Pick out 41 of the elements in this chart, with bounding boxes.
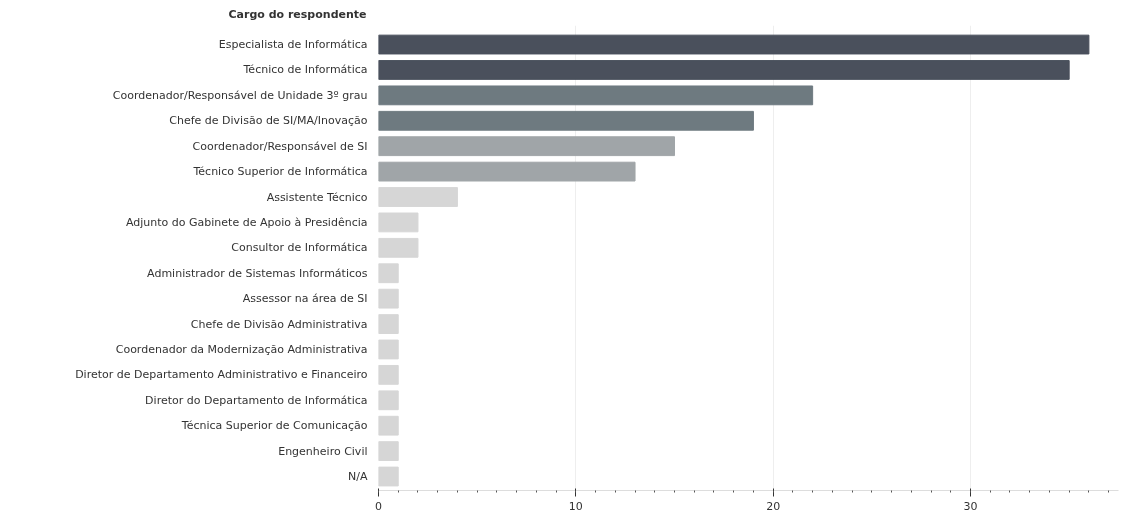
y-tick-label: Técnico de Informática (242, 63, 368, 77)
y-tick-label: Engenheiro Civil (278, 444, 368, 458)
bar (378, 34, 1090, 55)
y-tick-label: Técnico Superior de Informática (192, 165, 368, 179)
y-tick-label: Adjunto do Gabinete de Apoio à Presidência (125, 215, 368, 229)
x-tick-label: 20 (766, 499, 781, 513)
y-tick-label: Chefe de Divisão de SI/MA/Inovação (169, 114, 368, 128)
y-tick-label: Diretor do Departamento de Informática (145, 393, 368, 407)
bar (378, 187, 458, 207)
bar (378, 263, 399, 284)
y-axis-title: Cargo do respondente (228, 7, 367, 21)
x-tick-label: 0 (375, 499, 382, 513)
y-tick-label: Coordenador/Responsável de SI (192, 139, 368, 153)
bar (378, 390, 399, 411)
bar (378, 136, 675, 157)
bar (378, 110, 754, 131)
bar (378, 466, 399, 487)
y-tick-label: Diretor de Departamento Administrativo e Financeiro (75, 368, 368, 382)
bar (378, 60, 1070, 80)
bar (378, 441, 399, 462)
bar (378, 161, 636, 182)
y-tick-label: Especialista de Informática (218, 38, 368, 52)
y-tick-label: Coordenador/Responsável de Unidade 3º grau (112, 88, 368, 102)
x-tick-label: 30 (963, 499, 978, 513)
y-tick-label: Chefe de Divisão Administrativa (190, 317, 368, 331)
y-tick-label: Coordenador da Modernização Administrativa (115, 342, 368, 356)
x-tick-label: 10 (568, 499, 583, 513)
y-tick-label: Assessor na área de SI (242, 292, 368, 306)
bar (378, 288, 399, 309)
y-tick-label: Administrador de Sistemas Informáticos (147, 266, 368, 280)
bar (378, 364, 399, 385)
y-tick-label: Técnica Superior de Comunicação (180, 419, 368, 433)
bar (378, 85, 814, 106)
bar (378, 339, 399, 360)
bar (378, 212, 419, 233)
bar (378, 314, 399, 334)
bar (378, 237, 419, 258)
y-tick-label: Consultor de Informática (231, 241, 368, 255)
y-tick-label: Assistente Técnico (266, 190, 368, 204)
y-tick-label: N/A (348, 470, 368, 484)
bar (378, 415, 399, 436)
